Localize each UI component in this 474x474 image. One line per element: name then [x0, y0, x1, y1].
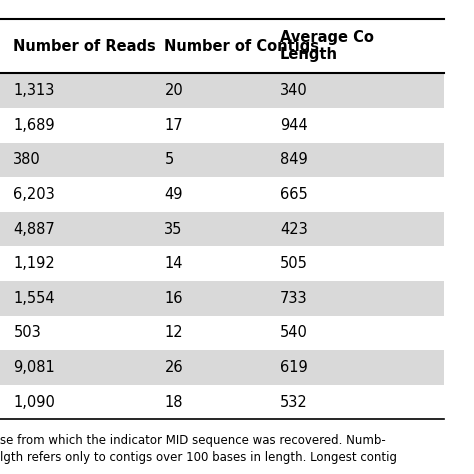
Text: 532: 532 [280, 395, 308, 410]
Text: 665: 665 [280, 187, 308, 202]
Text: 1,554: 1,554 [13, 291, 55, 306]
Text: Average Co
Length: Average Co Length [280, 30, 374, 63]
Bar [0, 108, 444, 143]
Text: 12: 12 [164, 326, 183, 340]
Text: 9,081: 9,081 [13, 360, 55, 375]
Bar [0, 246, 444, 281]
Bar [0, 350, 444, 385]
Text: 49: 49 [164, 187, 183, 202]
Text: 35: 35 [164, 222, 183, 237]
Text: 944: 944 [280, 118, 308, 133]
Bar [0, 281, 444, 316]
Text: 14: 14 [164, 256, 183, 271]
Bar [0, 316, 444, 350]
Text: 619: 619 [280, 360, 308, 375]
Text: 1,090: 1,090 [13, 395, 55, 410]
Text: 849: 849 [280, 153, 308, 167]
Bar [0, 73, 444, 108]
Text: 1,313: 1,313 [13, 83, 55, 98]
Text: 17: 17 [164, 118, 183, 133]
Text: 505: 505 [280, 256, 308, 271]
Text: Number of Contigs: Number of Contigs [164, 39, 319, 54]
Text: 26: 26 [164, 360, 183, 375]
Text: 340: 340 [280, 83, 308, 98]
Text: 20: 20 [164, 83, 183, 98]
Text: 503: 503 [13, 326, 41, 340]
Text: 18: 18 [164, 395, 183, 410]
Text: 5: 5 [164, 153, 173, 167]
Bar [0, 212, 444, 246]
Text: 380: 380 [13, 153, 41, 167]
Bar [0, 177, 444, 212]
Text: 733: 733 [280, 291, 308, 306]
Text: 6,203: 6,203 [13, 187, 55, 202]
Text: 16: 16 [164, 291, 183, 306]
Text: 540: 540 [280, 326, 308, 340]
Text: 4,887: 4,887 [13, 222, 55, 237]
Text: se from which the indicator MID sequence was recovered. Numb-
lgth refers only t: se from which the indicator MID sequence… [0, 434, 397, 464]
Text: 1,192: 1,192 [13, 256, 55, 271]
Text: Number of Reads: Number of Reads [13, 39, 156, 54]
Text: 1,689: 1,689 [13, 118, 55, 133]
Bar [0, 385, 444, 419]
Text: 423: 423 [280, 222, 308, 237]
Bar [0, 143, 444, 177]
